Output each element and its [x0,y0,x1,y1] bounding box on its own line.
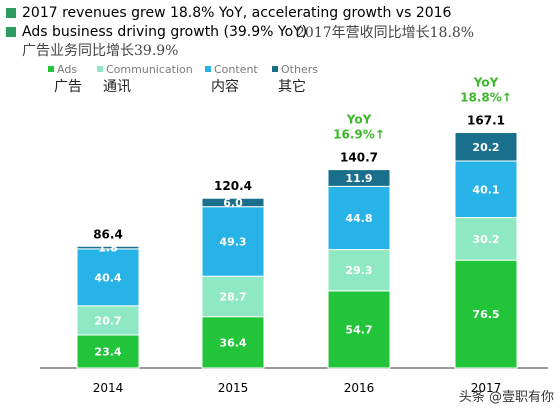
legend-swatch-communication [97,66,103,72]
value-label-content-2016: 44.8 [345,212,372,225]
bullet-square-icon [6,8,16,18]
x-tick-label-2017: 2017 [471,381,502,395]
yoy-value-2016: 16.9%↑ [333,128,385,142]
total-label-2014: 86.4 [93,227,123,241]
bar-segment-others-2014 [76,245,140,250]
value-label-communication-2017: 30.2 [472,233,499,246]
value-label-content-2017: 40.1 [472,183,499,196]
legend-label-cn-ads: 广告 [54,79,82,95]
value-label-ads-2016: 54.7 [345,323,372,336]
bullet-text: Ads business driving growth (39.9% YoY) [22,24,308,40]
bullet-square-icon [6,27,16,37]
bar-segment-content-2015 [201,206,265,277]
bar-segment-content-2016 [327,185,391,251]
x-tick-label-2014: 2014 [93,381,124,395]
bar-segment-others-2015 [201,197,265,208]
value-label-ads-2015: 36.4 [219,336,246,349]
bar-segment-ads-2015 [201,316,265,369]
yoy-label-2016: YoY [346,113,372,127]
value-label-others-2015: 6.0 [223,196,243,209]
annotation-revenue-cn: 2017年营收同比增长18.8% [296,25,475,41]
bar-segment-content-2017 [454,160,518,219]
x-tick-label-2016: 2016 [344,381,375,395]
bar-segment-others-2016 [327,169,391,187]
bullet-text: 2017 revenues grew 18.8% YoY, accelerati… [22,5,452,21]
value-label-others-2017: 20.2 [472,141,499,154]
annotation-ads-cn: 广告业务同比增长39.9% [22,43,179,59]
value-label-content-2015: 49.3 [219,235,246,248]
legend-label-cn-communication: 通讯 [103,79,131,95]
bar-segment-communication-2017 [454,217,518,261]
yoy-value-2017: 18.8%↑ [460,91,512,105]
legend-label-others: Others [281,63,318,76]
legend-swatch-others [272,66,278,72]
x-tick-label-2015: 2015 [218,381,249,395]
value-label-ads-2017: 76.5 [472,308,499,321]
total-label-2015: 120.4 [214,179,252,193]
bar-segment-ads-2014 [76,334,140,369]
legend-swatch-content [205,66,211,72]
legend-label-content: Content [214,63,258,76]
value-label-others-2014: 1.8 [98,242,118,255]
legend-label-cn-content: 内容 [211,78,239,95]
legend-label-communication: Communication [106,63,193,76]
total-label-2017: 167.1 [467,114,505,128]
value-label-communication-2014: 20.7 [94,314,121,327]
value-label-ads-2014: 23.4 [94,346,121,359]
legend-label-ads: Ads [57,63,77,76]
watermark: 头条 @壹职有你 [458,390,554,405]
bar-segment-content-2014 [76,248,140,307]
legend-label-cn-others: 其它 [278,78,306,95]
yoy-label-2017: YoY [473,76,499,90]
legend-swatch-ads [48,66,54,72]
bar-segment-communication-2015 [201,275,265,318]
bar-segment-others-2017 [454,132,518,162]
bar-segment-ads-2016 [327,290,391,369]
bar-segment-ads-2017 [454,259,518,369]
value-label-others-2016: 11.9 [345,172,372,185]
total-label-2016: 140.7 [340,151,378,165]
value-label-communication-2015: 28.7 [219,290,246,303]
value-label-content-2014: 40.4 [94,271,121,284]
value-label-communication-2016: 29.3 [345,264,372,277]
